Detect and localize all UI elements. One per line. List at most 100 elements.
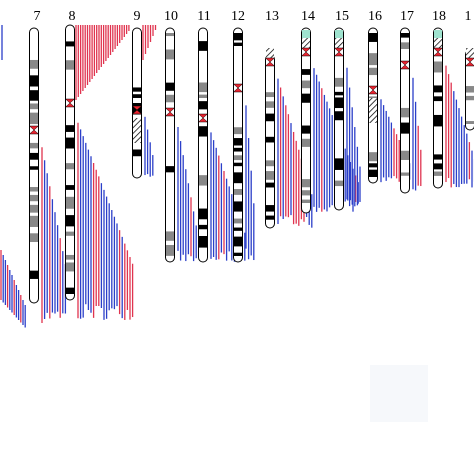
band <box>434 163 442 170</box>
band <box>30 187 38 192</box>
chromosome-label: 8 <box>69 9 76 24</box>
chromosome-label: 17 <box>400 9 414 24</box>
band <box>434 61 442 73</box>
centromere <box>464 57 474 67</box>
band <box>335 97 343 109</box>
centromere <box>232 83 244 93</box>
centromere <box>197 113 209 123</box>
band <box>466 86 474 93</box>
band <box>66 185 74 190</box>
band <box>234 218 242 224</box>
band <box>199 82 207 93</box>
band <box>30 142 38 149</box>
band <box>30 233 38 243</box>
band <box>234 162 242 167</box>
band <box>234 147 242 152</box>
centromere <box>164 107 176 117</box>
chromosome-label: 12 <box>231 9 245 24</box>
band <box>266 101 274 108</box>
band <box>434 96 442 102</box>
band <box>30 166 38 170</box>
band <box>302 138 310 147</box>
band <box>369 169 377 177</box>
band <box>302 69 310 75</box>
band <box>234 236 242 247</box>
band <box>66 125 74 132</box>
stalk <box>335 38 343 48</box>
band <box>369 163 377 168</box>
band <box>302 179 310 188</box>
band <box>30 270 38 279</box>
band <box>166 166 174 173</box>
band <box>199 236 207 248</box>
band <box>302 93 310 103</box>
band <box>199 101 207 110</box>
band <box>434 85 442 93</box>
heterochromatin <box>369 98 377 123</box>
band <box>66 215 74 227</box>
band <box>166 82 174 91</box>
band <box>66 60 74 70</box>
band <box>335 77 343 87</box>
band <box>401 172 409 176</box>
band <box>133 94 141 98</box>
band <box>266 205 274 212</box>
centromere <box>64 98 76 108</box>
faint-box <box>370 365 428 422</box>
band <box>369 152 377 162</box>
band <box>234 227 242 231</box>
band <box>434 171 442 176</box>
stalk <box>466 48 474 58</box>
chromosome-label: 7 <box>34 9 41 24</box>
band <box>335 111 343 121</box>
band <box>199 224 207 230</box>
band <box>199 94 207 99</box>
chromosome-label: 10 <box>164 9 178 24</box>
band <box>266 160 274 167</box>
band <box>66 287 74 294</box>
band <box>30 112 38 125</box>
band <box>66 163 74 170</box>
band <box>133 149 141 157</box>
band <box>302 199 310 204</box>
band <box>66 262 74 272</box>
band <box>401 33 409 38</box>
chromosome-labels: 7 8 9 10 11 12 13 14 15 16 17 18 1 <box>34 9 472 24</box>
band <box>266 92 274 98</box>
band <box>30 194 38 202</box>
band <box>369 53 377 66</box>
centromere <box>264 57 276 67</box>
band <box>66 196 74 209</box>
chromosome <box>65 24 75 301</box>
centromere <box>432 47 444 57</box>
band <box>30 75 38 87</box>
band <box>234 138 242 146</box>
band <box>369 67 377 76</box>
band <box>133 87 141 92</box>
heterochromatin <box>133 118 141 143</box>
band <box>199 126 207 137</box>
band <box>369 33 377 42</box>
chromosome <box>165 27 175 263</box>
band <box>401 122 409 134</box>
chromosome-label: 15 <box>335 9 349 24</box>
band <box>166 94 174 103</box>
band <box>166 33 174 37</box>
centromere <box>333 47 345 57</box>
chromosome-label: 13 <box>265 9 279 24</box>
band <box>234 42 242 47</box>
band <box>234 33 242 41</box>
band <box>466 95 474 101</box>
band <box>401 150 409 160</box>
band <box>266 113 274 122</box>
band <box>335 158 343 170</box>
band <box>434 114 442 127</box>
band <box>234 172 242 184</box>
band <box>302 190 310 196</box>
band <box>335 180 343 187</box>
centromere <box>28 125 40 135</box>
band <box>234 155 242 161</box>
centromere <box>367 85 379 95</box>
chromosome-label: 11 <box>197 9 210 24</box>
